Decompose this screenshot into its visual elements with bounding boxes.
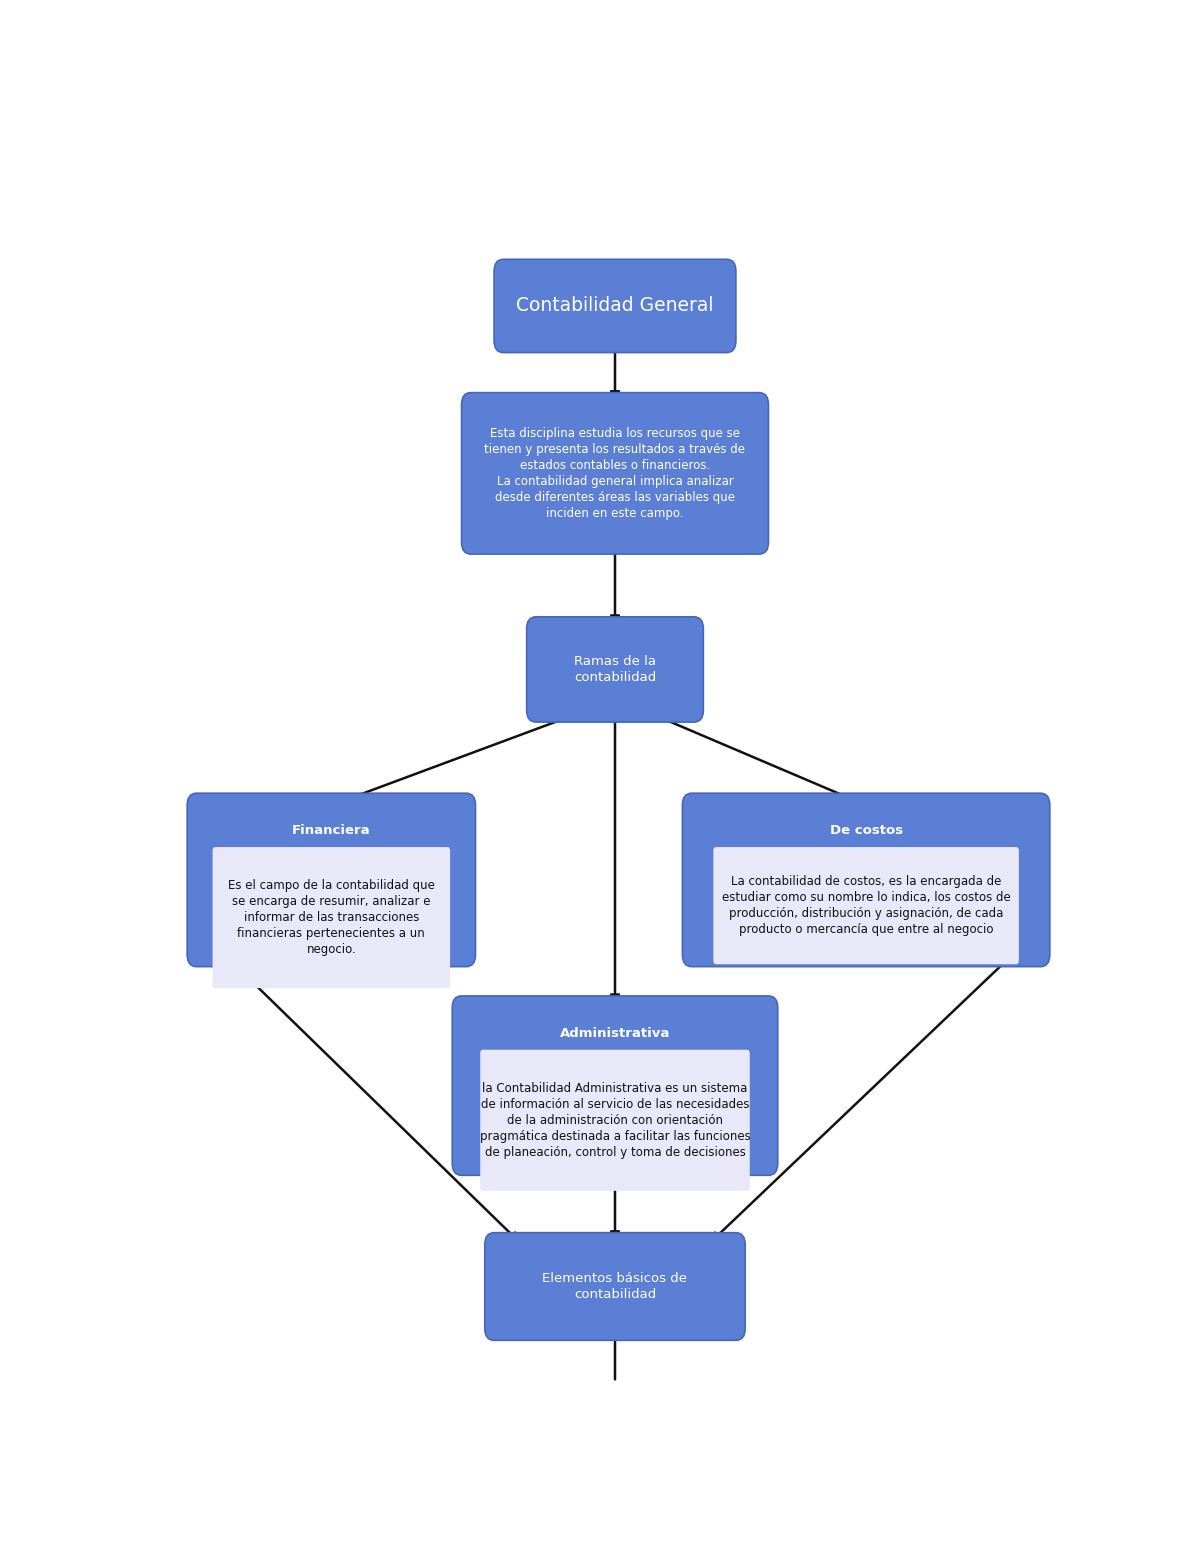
Text: Contabilidad General: Contabilidad General bbox=[516, 297, 714, 315]
Text: La contabilidad de costos, es la encargada de
estudiar como su nombre lo indica,: La contabilidad de costos, es la encarga… bbox=[721, 876, 1010, 936]
Text: Esta disciplina estudia los recursos que se
tienen y presenta los resultados a t: Esta disciplina estudia los recursos que… bbox=[485, 427, 745, 520]
FancyBboxPatch shape bbox=[683, 794, 1050, 966]
Text: Ramas de la
contabilidad: Ramas de la contabilidad bbox=[574, 655, 656, 683]
FancyBboxPatch shape bbox=[462, 393, 768, 554]
Text: Es el campo de la contabilidad que
se encarga de resumir, analizar e
informar de: Es el campo de la contabilidad que se en… bbox=[228, 879, 434, 957]
Text: la Contabilidad Administrativa es un sistema
de información al servicio de las n: la Contabilidad Administrativa es un sis… bbox=[480, 1082, 750, 1159]
Text: Administrativa: Administrativa bbox=[560, 1027, 670, 1041]
FancyBboxPatch shape bbox=[452, 995, 778, 1176]
Text: De costos: De costos bbox=[829, 825, 902, 837]
FancyBboxPatch shape bbox=[713, 846, 1019, 964]
FancyBboxPatch shape bbox=[527, 617, 703, 722]
Text: Financiera: Financiera bbox=[292, 825, 371, 837]
FancyBboxPatch shape bbox=[212, 846, 450, 988]
FancyBboxPatch shape bbox=[494, 259, 736, 353]
FancyBboxPatch shape bbox=[187, 794, 475, 966]
FancyBboxPatch shape bbox=[485, 1233, 745, 1340]
FancyBboxPatch shape bbox=[480, 1050, 750, 1191]
Text: Elementos básicos de
contabilidad: Elementos básicos de contabilidad bbox=[542, 1272, 688, 1301]
